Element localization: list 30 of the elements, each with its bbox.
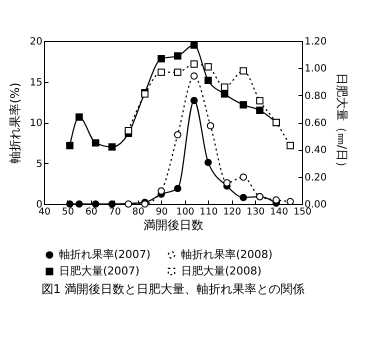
x-tick-label: 60 [85,206,98,218]
x-tick-label: 70 [108,206,121,218]
x-axis-title: 満開後日数 [144,218,204,232]
y2-tick-label: 0.80 [304,90,327,102]
y-axis-title: 軸折れ果率(%) [8,82,22,164]
x-tick-label: 110 [200,206,218,218]
caption: 図1 満開後日数と日肥大量、軸折れ果率との関係 [41,282,305,296]
y2-axis-title: 日肥大量（㎜/日） [334,72,349,174]
x-tick-label: 140 [270,206,288,218]
y-tick-label: 20 [30,36,42,48]
y2-tick-label: 0.60 [304,118,327,129]
y-tick-label: 15 [30,77,42,88]
x-tick-label: 100 [176,206,194,218]
y-tick-label: 5 [36,158,42,170]
y-tick-label: 10 [30,118,42,129]
x-tick-label: 80 [132,206,144,218]
x-tick-label: 120 [223,206,242,218]
y2-tick-label: 0.40 [304,145,327,156]
legend-label: 日肥大量(2007) [59,264,140,278]
legend-label: 日肥大量(2008) [181,264,262,278]
legend-label: 軸折れ果率(2008) [181,248,273,261]
legend-label: 軸折れ果率(2007) [59,248,151,261]
x-tick-label: 90 [156,206,168,218]
y2-tick-label: 1.00 [304,64,327,75]
y2-tick-label: 1.20 [304,36,327,48]
y2-tick-label: 0.20 [304,172,327,184]
x-tick-label: 40 [38,206,51,218]
x-tick-label: 130 [246,206,265,218]
x-tick-label: 50 [62,206,74,218]
x-tick-label: 150 [293,206,312,218]
